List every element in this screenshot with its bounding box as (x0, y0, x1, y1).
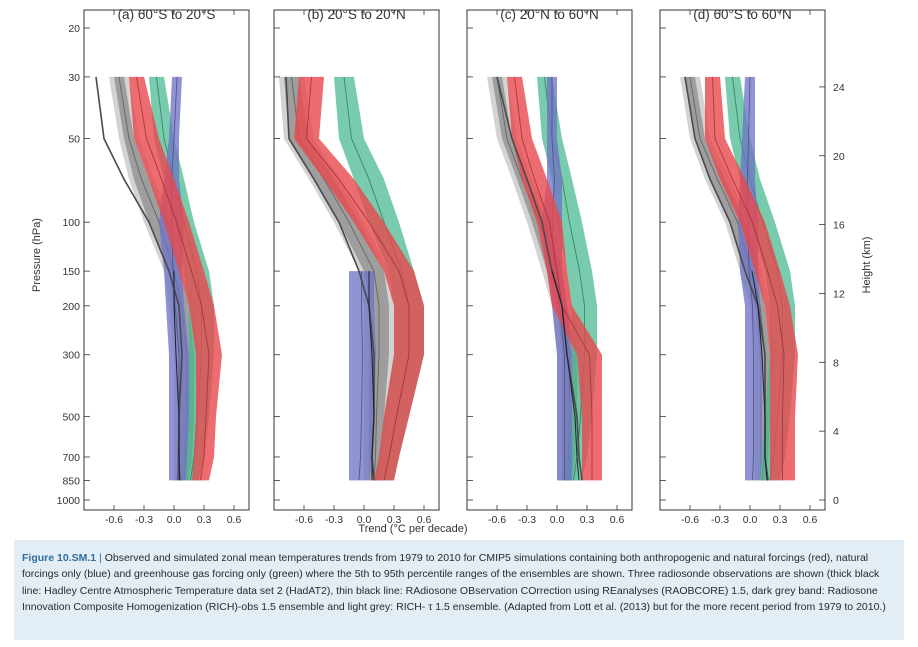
x-tick-label: -0.3 (135, 514, 153, 526)
y-tick-label: 850 (62, 475, 80, 487)
panel-1: (a) 60°S to 20°S -0.6 -0.3 0.0 0.3 0.6 (83, 7, 250, 526)
x-tick-label: -0.3 (325, 514, 343, 526)
y-tick-label: 150 (62, 266, 80, 278)
x-tick-label: 0.3 (580, 514, 595, 526)
height-tick-label: 20 (833, 151, 845, 163)
x-tick-label: -0.3 (518, 514, 536, 526)
y-axis-label: Pressure (hPa) (31, 218, 43, 292)
panel-frame (466, 9, 633, 511)
y-tick-label: 1000 (57, 495, 81, 507)
x-tick-label: 0.0 (550, 514, 565, 526)
band-red (294, 76, 424, 481)
height-axis-label: Height (km) (861, 237, 873, 294)
y-tick-label: 30 (68, 72, 80, 84)
panel-frame (273, 9, 440, 511)
height-tick-label: 12 (833, 288, 845, 300)
figure-label: Figure 10.SM.1 (22, 552, 97, 564)
x-tick-label: 0.0 (167, 514, 182, 526)
x-tick-label: 0.0 (743, 514, 758, 526)
line-raobcore (751, 271, 768, 481)
height-tick-label: 0 (833, 495, 839, 507)
y-tick-label: 20 (68, 23, 80, 35)
y-tick-label: 500 (62, 411, 80, 423)
x-tick-label: 0.6 (417, 514, 432, 526)
band-dark-grey (114, 76, 194, 481)
y-tick-label: 200 (62, 301, 80, 313)
line-raobcore (173, 271, 181, 481)
x-tick-label: -0.3 (711, 514, 729, 526)
height-tick-label: 4 (833, 426, 839, 438)
x-tick-label: 0.0 (357, 514, 372, 526)
band-red (705, 76, 798, 481)
median-red (712, 76, 785, 481)
x-tick-label: 0.3 (387, 514, 402, 526)
median-red (306, 76, 410, 481)
x-axis-label: Trend (°C per decade) (358, 523, 467, 535)
panel-4: (d) 60°S to 60°N -0.6 -0.3 0.0 0.3 0.6 (659, 7, 826, 526)
panel-frame (659, 9, 826, 511)
y-tick-label: 100 (62, 217, 80, 229)
x-tick-label: 0.3 (197, 514, 212, 526)
panel-2: (b) 20°S to 20°N -0.6 -0.3 0.0 0.3 0.6 (273, 7, 440, 526)
x-tick-label: -0.6 (681, 514, 699, 526)
y-tick-label: 300 (62, 350, 80, 362)
x-tick-label: -0.6 (295, 514, 313, 526)
caption-separator: | (99, 552, 102, 564)
y-tick-label: 700 (62, 452, 80, 464)
band-red (129, 76, 222, 481)
chart-figure: (a) 60°S to 20°S-0.6 -0.3 0.0 0.3 0.6(b) 20°… (31, 7, 873, 535)
x-tick-label: -0.6 (105, 514, 123, 526)
x-tick-label: 0.6 (610, 514, 625, 526)
median-red (136, 76, 210, 481)
x-tick-label: 0.6 (803, 514, 818, 526)
panel-title: (c) 20°N to 60°N (500, 7, 599, 22)
panel-title: (b) 20°S to 20°N (307, 7, 406, 22)
median-blue (358, 271, 363, 481)
panel-3: (c) 20°N to 60°N -0.6 -0.3 0.0 0.3 0.6 (466, 7, 633, 526)
median-red (514, 76, 593, 481)
line-raobcore (368, 271, 375, 481)
y-tick-label: 50 (68, 134, 80, 146)
caption-text: Observed and simulated zonal mean temper… (22, 552, 886, 613)
x-tick-label: -0.6 (488, 514, 506, 526)
x-tick-label: 0.6 (227, 514, 242, 526)
line-raobcore (551, 270, 580, 481)
panel-frame (83, 9, 250, 511)
x-tick-label: 0.3 (773, 514, 788, 526)
figure-caption: Figure 10.SM.1 | Observed and simulated … (14, 540, 904, 640)
chart-area: (a) 60°S to 20°S -0.6 -0.3 0.0 0.3 0.6 (b) 20°… (31, 7, 873, 535)
height-tick-label: 16 (833, 220, 845, 232)
height-tick-label: 24 (833, 82, 845, 94)
height-tick-label: 8 (833, 357, 839, 369)
panel-title: (a) 60°S to 20°S (118, 7, 216, 22)
panel-title: (d) 60°S to 60°N (693, 7, 792, 22)
